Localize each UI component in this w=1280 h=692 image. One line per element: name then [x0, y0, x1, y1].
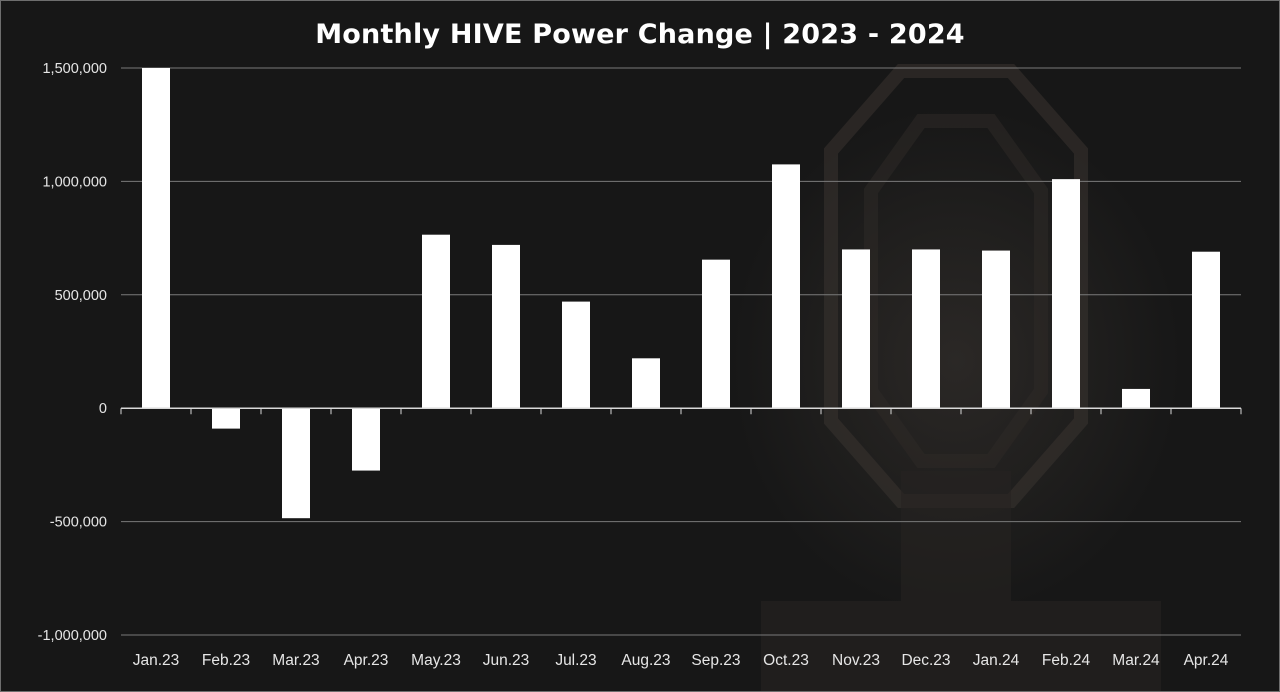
x-tick-label: Aug.23 [621, 652, 670, 669]
bar-jan-24 [982, 250, 1010, 409]
y-tick-label: -500,000 [50, 515, 107, 531]
bar-apr-24 [1192, 251, 1220, 409]
x-tick-label: May.23 [411, 652, 461, 669]
x-tick-label: Nov.23 [832, 652, 880, 669]
chart-title: Monthly HIVE Power Change | 2023 - 2024 [315, 19, 965, 50]
x-tick-label: Sep.23 [691, 652, 740, 669]
bar-nov-23 [842, 249, 870, 409]
bar-jul-23 [562, 301, 590, 409]
bar-sep-23 [702, 259, 730, 409]
bar-may-23 [422, 234, 450, 409]
bar-feb-24 [1052, 179, 1080, 409]
x-axis [120, 407, 1242, 415]
bar-feb-23 [212, 408, 240, 429]
x-tick-label: Mar.24 [1112, 652, 1160, 669]
bar-apr-23 [352, 408, 380, 471]
x-tick-label: Feb.23 [202, 652, 250, 669]
bar-mar-23 [282, 408, 310, 519]
bar-jan-23 [142, 68, 170, 409]
y-tick-label: 500,000 [55, 288, 107, 304]
x-tick-label: Jul.23 [555, 652, 596, 669]
x-tick-label: Apr.23 [344, 652, 389, 669]
bars [142, 68, 1220, 519]
x-tick-label: Jan.23 [133, 652, 180, 669]
x-tick-label: Dec.23 [901, 652, 950, 669]
bar-oct-23 [772, 164, 800, 409]
x-tick-label: Jun.23 [483, 652, 530, 669]
y-tick-label: 1,000,000 [42, 174, 107, 190]
x-tick-label: Oct.23 [763, 652, 809, 669]
x-tick-label: Apr.24 [1184, 652, 1229, 669]
bar-dec-23 [912, 249, 940, 409]
x-tick-label: Feb.24 [1042, 652, 1091, 669]
x-tick-label: Mar.23 [272, 652, 319, 669]
bar-aug-23 [632, 358, 660, 409]
y-tick-label: 1,500,000 [42, 61, 107, 77]
y-tick-label: 0 [99, 401, 107, 417]
bar-jun-23 [492, 244, 520, 409]
x-axis-category-labels: Jan.23 Feb.23 Mar.23 Apr.23 May.23 Jun.23 Jul.… [133, 652, 1229, 669]
x-tick-label: Jan.24 [973, 652, 1020, 669]
y-tick-label: -1,000,000 [38, 628, 107, 644]
bar-mar-24 [1122, 388, 1150, 409]
y-axis-tick-labels: 1,500,000 1,000,000 500,000 0 -500,000 -1,000… [38, 61, 107, 644]
